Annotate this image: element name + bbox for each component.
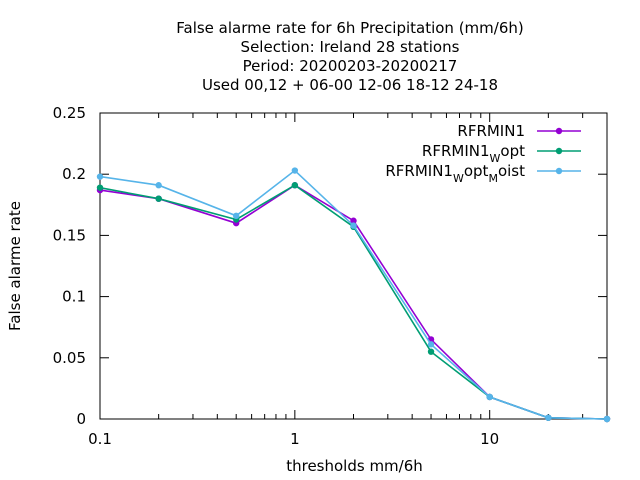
x-axis-label: thresholds mm/6h [286,457,423,475]
series-line [99,169,608,420]
legend-swatch-point [555,167,563,175]
y-tick-label: 0.05 [53,349,86,367]
legend-text: oist [498,162,525,180]
data-point [291,167,299,174]
data-point [603,415,611,423]
x-tick-label: 0.1 [88,430,112,448]
data-point [155,195,162,202]
data-point [291,182,299,189]
data-point [96,184,104,191]
title-line: Used 00,12 + 06-00 12-06 18-12 24-18 [202,76,498,94]
series-2 [96,167,611,423]
x-tick-label: 1 [290,430,300,448]
legend-subscript: W [490,152,501,165]
series-0 [96,182,611,423]
legend-text: opt [500,142,525,160]
y-tick-label: 0.25 [53,104,86,122]
x-tick-label: 10 [480,430,499,448]
title-line: False alarme rate for 6h Precipitation (… [176,19,524,37]
data-point [350,222,357,229]
data-point [427,341,435,348]
y-tick-label: 0 [76,410,86,428]
legend-main-text: RFRMIN1 [457,122,525,140]
legend-swatch-point [555,147,563,155]
data-point [486,393,493,401]
plot-frame [99,112,608,420]
y-axis-label: False alarme rate [6,201,24,331]
legend-subscript: M [488,172,498,185]
legend-label: RFRMIN1WoptMoist [385,162,525,185]
legend-label: RFRMIN1Wopt [422,142,525,165]
legend-text: opt [464,162,489,180]
legend-main-text: RFRMIN1 [422,142,490,160]
chart-title: False alarme rate for 6h Precipitation (… [176,19,524,94]
axes: 0 0.05 0.1 0.15 0.2 0.25 0.1 1 10 thresholds mm/6… [6,104,608,475]
legend-swatch-point [555,127,563,135]
data-point [232,212,240,220]
data-point [350,217,357,224]
legend-main-text: RFRMIN1 [385,162,453,180]
title-line: Period: 20200203-20200217 [243,57,458,75]
legend-subscript: W [453,172,464,185]
legend-label: RFRMIN1 [457,122,525,140]
data-point [545,414,552,421]
title-line: Selection: Ireland 28 stations [241,38,460,56]
y-tick-label: 0.1 [62,288,86,306]
data-point [96,173,104,180]
y-tick-label: 0.2 [62,165,86,183]
data-point [155,182,162,189]
data-point [427,348,435,355]
y-tick-label: 0.15 [53,226,86,244]
series-layer [96,167,611,423]
